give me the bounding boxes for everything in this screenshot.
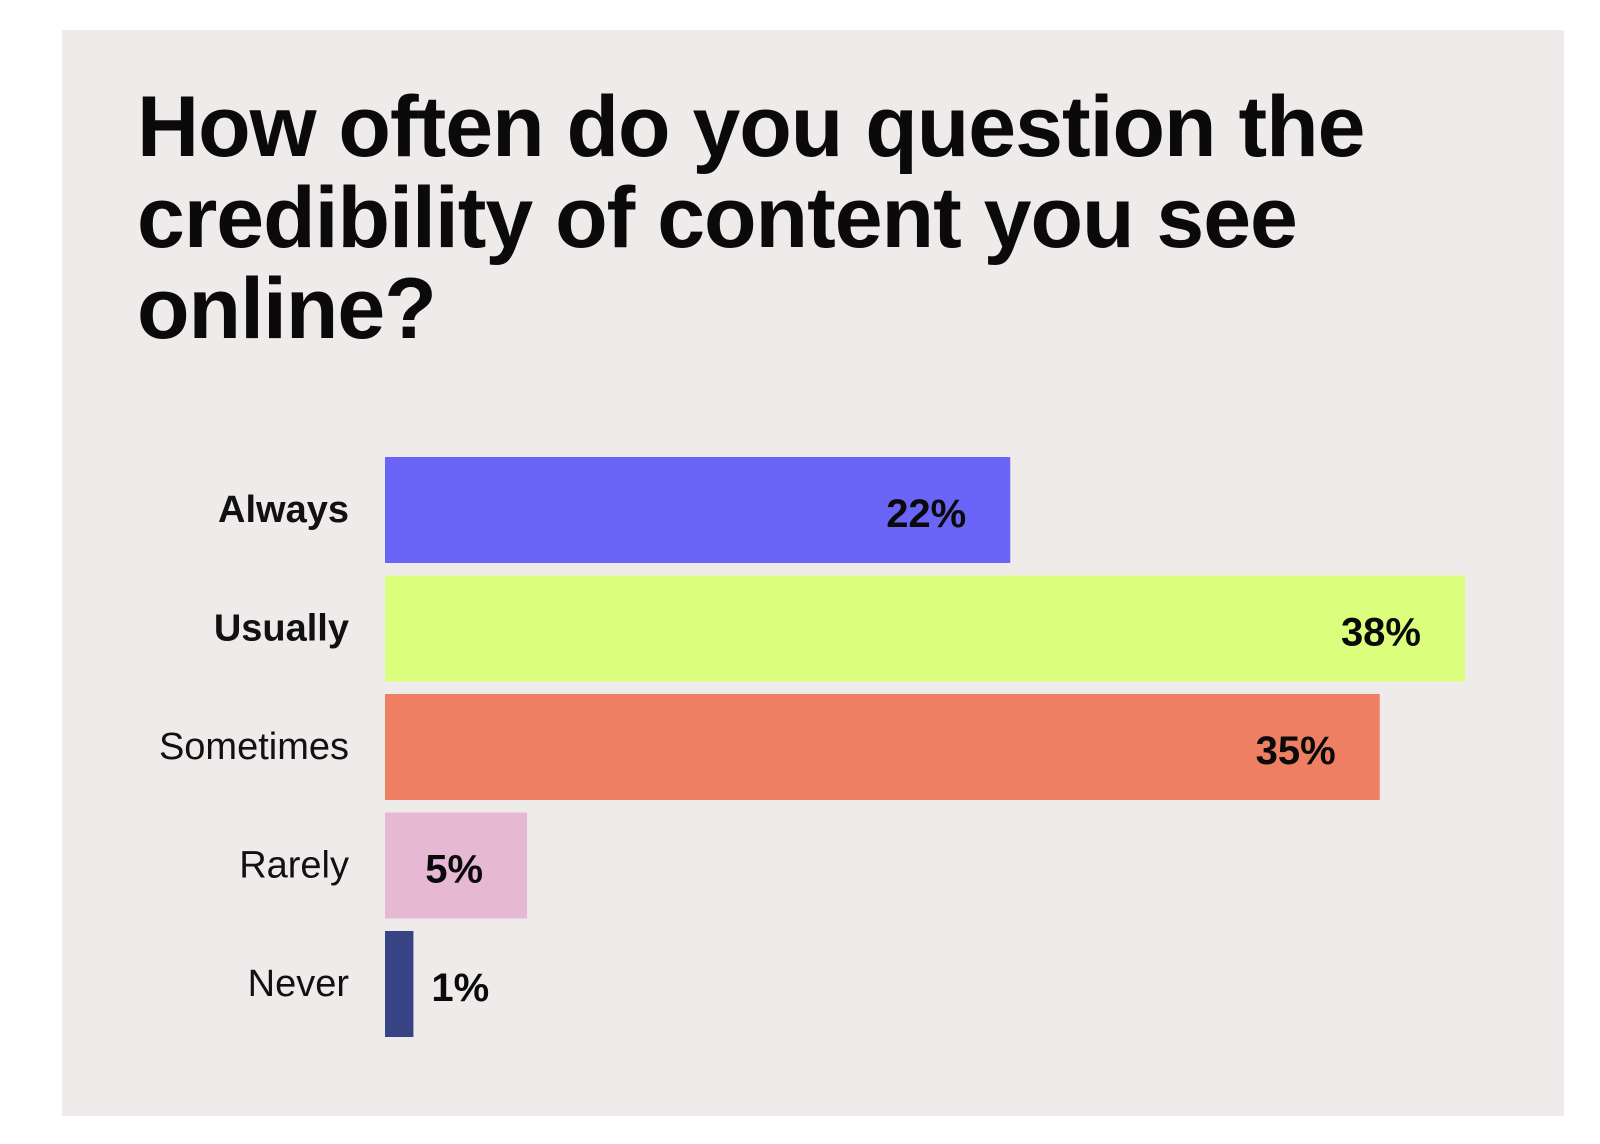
chart-card: How often do you question the credibilit… [62,30,1564,1116]
value-label-always: 22% [886,492,966,536]
value-label-rarely: 5% [425,848,483,892]
category-label-usually: Usually [214,608,349,650]
value-label-usually: 38% [1341,611,1421,655]
category-label-never: Never [248,963,350,1005]
bar-never [385,931,414,1037]
bar-usually [385,575,1465,682]
value-label-sometimes: 35% [1256,729,1336,773]
category-label-rarely: Rarely [239,845,349,887]
value-label-never: 1% [431,966,489,1010]
category-label-sometimes: Sometimes [159,726,349,768]
bar-rarely [385,812,528,919]
bar-always [385,457,1011,563]
bar-sometimes [385,694,1380,800]
chart-title: How often do you question the credibilit… [137,79,1365,357]
bar-chart: Always 22% Usually 38% Sometimes 35% Rarely 5% N… [159,457,1465,1037]
category-label-always: Always [218,489,349,531]
